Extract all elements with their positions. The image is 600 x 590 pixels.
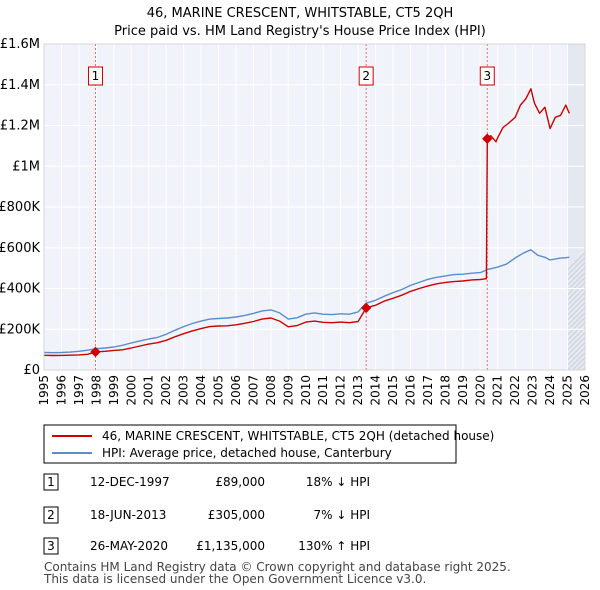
y-tick-label: £600K: [0, 241, 40, 256]
x-tick-label: 2005: [212, 375, 226, 406]
x-tick-label: 2015: [386, 375, 400, 406]
x-tick-label: 2010: [299, 375, 313, 406]
x-tick-label: 1998: [89, 375, 103, 406]
sale-number: 3: [47, 539, 55, 553]
sale-label: 1: [92, 69, 100, 83]
y-tick-label: £1.2M: [0, 119, 40, 134]
table-row: 3 26-MAY-2020 £1,135,000 130% ↑ HPI: [43, 537, 370, 555]
x-tick-label: 2012: [334, 375, 348, 406]
sale-price: £1,135,000: [196, 539, 265, 553]
sale-label: 2: [362, 69, 370, 83]
table-row: 2 18-JUN-2013 £305,000 7% ↓ HPI: [43, 506, 370, 524]
x-tick-label: 2023: [526, 375, 540, 406]
sale-label-box: [87, 66, 103, 86]
sale-point: [90, 346, 101, 358]
sale-point: [360, 302, 372, 314]
plot-area: £0 £200K £400K £600K £800K £1M £1.2M £1.4M £1.6M…: [0, 37, 600, 406]
legend-property-label: 46, MARINE CRESCENT, WHITSTABLE, CT5 2QH…: [102, 429, 494, 443]
chart-title: 46, MARINE CRESCENT, WHITSTABLE, CT5 2QH: [147, 6, 453, 21]
x-tick-label: 2018: [438, 375, 452, 406]
x-tick-label: 2009: [281, 375, 295, 406]
x-tick-label: 2008: [264, 375, 278, 406]
sale-hpi-change: 130% ↑ HPI: [298, 539, 370, 553]
x-tick-label: 1997: [72, 375, 86, 406]
sale-price: £305,000: [208, 508, 265, 522]
x-tick-label: 2016: [403, 375, 417, 406]
x-tick-label: 2022: [508, 375, 522, 406]
legend: 46, MARINE CRESCENT, WHITSTABLE, CT5 2QH…: [43, 424, 494, 464]
x-tick-label: 1999: [107, 375, 121, 406]
sales-table: 1 12-DEC-1997 £89,000 18% ↓ HPI 2 18-JUN…: [43, 473, 370, 555]
y-tick-label: £200K: [0, 322, 40, 337]
sale-date: 18-JUN-2013: [90, 508, 166, 522]
x-tick-label: 2021: [491, 375, 505, 406]
sale-hpi-change: 18% ↓ HPI: [306, 475, 370, 489]
sale-point: [482, 133, 493, 144]
y-tick-label: £1M: [12, 159, 40, 174]
y-tick-label: £400K: [0, 282, 40, 297]
y-tick-label: £0: [23, 363, 40, 378]
x-tick-label: 2020: [473, 375, 487, 406]
x-tick-label: 2002: [159, 375, 173, 406]
x-tick-label: 2024: [543, 375, 557, 406]
hatch-line: [567, 306, 586, 326]
property-price-line: [43, 88, 570, 357]
sale-date: 26-MAY-2020: [90, 539, 168, 553]
footer-licence: This data is licensed under the Open Gov…: [43, 572, 426, 586]
x-tick-label: 2013: [351, 375, 365, 406]
footer-copyright: Contains HM Land Registry data © Crown c…: [44, 560, 511, 574]
x-tick-label: 2006: [229, 375, 243, 406]
sale-number: 2: [47, 508, 55, 522]
sale-label-box: [479, 66, 495, 86]
x-tick-label: 2017: [421, 375, 435, 406]
sale-label: 3: [483, 69, 491, 83]
x-tick-label: 2011: [316, 375, 330, 406]
sale-marker-badge: [43, 537, 59, 555]
future-region-hatch: [567, 44, 600, 370]
sale-price: £89,000: [215, 475, 265, 489]
x-tick-label: 2000: [124, 375, 138, 406]
plot-border: [43, 43, 586, 371]
legend-box: [43, 424, 457, 464]
table-row: 1 12-DEC-1997 £89,000 18% ↓ HPI: [43, 473, 370, 491]
hatch-line: [567, 301, 586, 321]
sale-date: 12-DEC-1997: [90, 475, 170, 489]
y-tick-label: £1.4M: [0, 78, 40, 93]
x-tick-label: 1996: [54, 375, 68, 406]
sale-label-box: [358, 66, 374, 86]
x-tick-label: 2014: [369, 375, 383, 406]
x-tick-label: 2007: [246, 375, 260, 406]
sale-number: 1: [47, 475, 55, 489]
sale-marker-badge: [43, 506, 59, 524]
hatch-line: [593, 44, 600, 370]
x-tick-label: 2004: [194, 375, 208, 406]
x-tick-label: 2019: [456, 375, 470, 406]
sale-hpi-change: 7% ↓ HPI: [313, 508, 370, 522]
x-tick-label: 1995: [37, 375, 51, 406]
hatch-line: [567, 311, 586, 331]
x-tick-label: 2026: [578, 375, 592, 406]
x-tick-label: 2001: [142, 375, 156, 406]
y-tick-label: £1.6M: [0, 37, 40, 52]
sale-marker-badge: [43, 473, 59, 491]
chart-subtitle: Price paid vs. HM Land Registry's House …: [114, 24, 486, 39]
x-tick-label: 2003: [177, 375, 191, 406]
y-tick-label: £800K: [0, 200, 40, 215]
legend-hpi-label: HPI: Average price, detached house, Cant…: [102, 446, 392, 460]
x-tick-label: 2025: [561, 375, 575, 406]
hatch-line: [588, 44, 600, 370]
